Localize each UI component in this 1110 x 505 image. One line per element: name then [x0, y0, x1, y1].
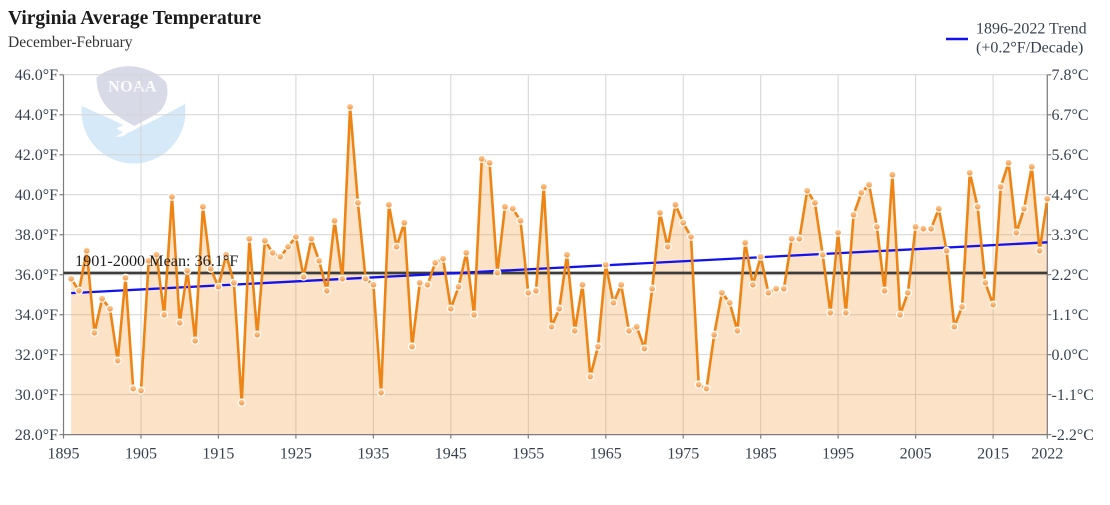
svg-text:-2.2°C: -2.2°C — [1052, 427, 1094, 444]
svg-text:Virginia Average Temperature: Virginia Average Temperature — [8, 8, 261, 29]
svg-text:1901-2000 Mean: 36.1°F: 1901-2000 Mean: 36.1°F — [75, 252, 238, 270]
svg-text:December-February: December-February — [8, 34, 133, 51]
svg-text:2022: 2022 — [1031, 445, 1063, 462]
svg-text:4.4°C: 4.4°C — [1052, 187, 1089, 204]
svg-text:5.6°C: 5.6°C — [1052, 147, 1089, 164]
svg-text:1985: 1985 — [745, 445, 777, 462]
svg-text:1945: 1945 — [435, 445, 467, 462]
svg-text:6.7°C: 6.7°C — [1052, 107, 1089, 124]
svg-text:1905: 1905 — [125, 445, 157, 462]
svg-text:-1.1°C: -1.1°C — [1052, 387, 1094, 404]
svg-text:2015: 2015 — [977, 445, 1009, 462]
svg-text:2.2°C: 2.2°C — [1052, 267, 1089, 284]
svg-text:36.0°F: 36.0°F — [15, 267, 58, 284]
svg-text:30.0°F: 30.0°F — [15, 387, 58, 404]
svg-text:NOAA: NOAA — [108, 79, 157, 96]
svg-text:0.0°C: 0.0°C — [1052, 347, 1089, 364]
svg-text:40.0°F: 40.0°F — [15, 187, 58, 204]
svg-text:1895: 1895 — [48, 445, 80, 462]
svg-text:38.0°F: 38.0°F — [15, 227, 58, 244]
svg-text:1935: 1935 — [357, 445, 389, 462]
svg-text:34.0°F: 34.0°F — [15, 307, 58, 324]
svg-text:2005: 2005 — [900, 445, 932, 462]
svg-text:1.1°C: 1.1°C — [1052, 307, 1089, 324]
svg-text:(+0.2°F/Decade): (+0.2°F/Decade) — [976, 40, 1083, 57]
svg-text:32.0°F: 32.0°F — [15, 347, 58, 364]
svg-text:46.0°F: 46.0°F — [15, 67, 58, 84]
svg-text:44.0°F: 44.0°F — [15, 107, 58, 124]
svg-text:3.3°C: 3.3°C — [1052, 227, 1089, 244]
svg-text:1995: 1995 — [822, 445, 854, 462]
svg-text:1965: 1965 — [590, 445, 622, 462]
svg-text:1925: 1925 — [280, 445, 312, 462]
svg-text:42.0°F: 42.0°F — [15, 147, 58, 164]
svg-text:7.8°C: 7.8°C — [1052, 67, 1089, 84]
svg-text:1955: 1955 — [512, 445, 544, 462]
svg-text:1896-2022 Trend: 1896-2022 Trend — [976, 21, 1087, 38]
svg-text:1975: 1975 — [667, 445, 699, 462]
svg-text:1915: 1915 — [202, 445, 234, 462]
svg-text:28.0°F: 28.0°F — [15, 427, 58, 444]
